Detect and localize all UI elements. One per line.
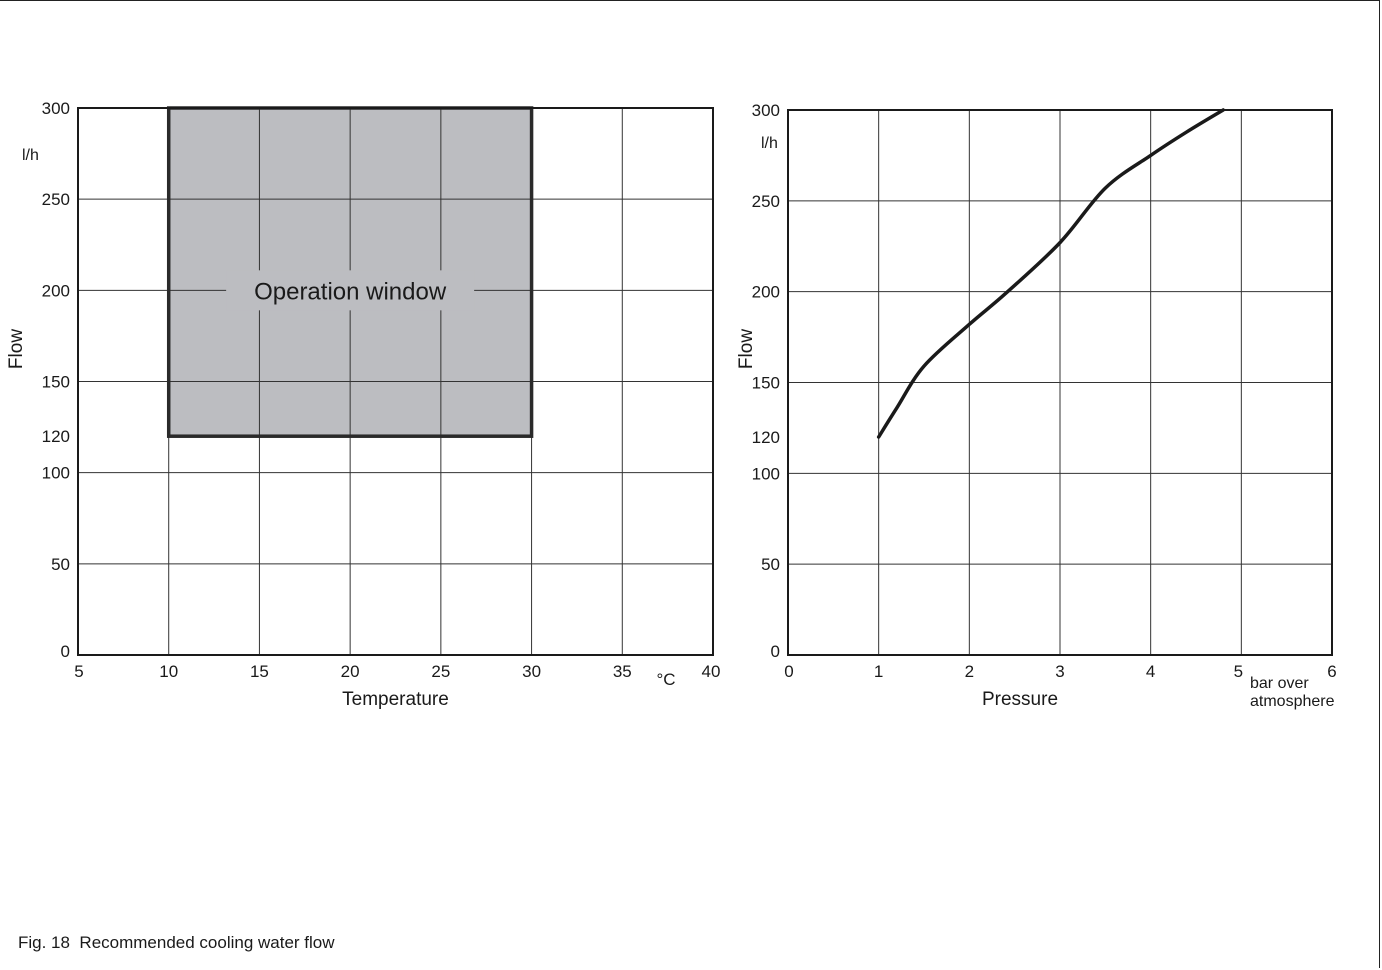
x-tick-label: 2 [965,662,974,681]
x-tick-label: 1 [874,662,883,681]
x-tick-label: 4 [1146,662,1155,681]
y-tick-label: 50 [51,555,70,574]
figure-caption: Fig. 18 Recommended cooling water flow [18,933,335,952]
x-tick-label: 40 [702,662,721,681]
y-unit-label: l/h [22,147,39,164]
region-label: Operation window [254,278,447,305]
y-tick-label: 250 [42,190,70,209]
x-axis-label: Temperature [342,689,449,710]
left-chart: Operation window 0 50 100 120 150 200 250 300 5 10… [6,99,720,710]
plot-frame [77,107,714,656]
y-tick-label: 0 [771,642,780,661]
y-tick-label: 100 [42,464,70,483]
x-tick-label: 5 [74,662,83,681]
x-tick-label: 15 [250,662,269,681]
y-axis-label: Flow [736,329,757,369]
y-tick-label: 200 [42,281,70,300]
y-tick-label: 100 [752,464,780,483]
y-axis-label: Flow [6,329,27,369]
y-tick-label: 50 [761,555,780,574]
right-chart: 0 50 100 120 150 200 250 300 0 1 2 3 4 5 6 l/h Flow Press… [736,101,1337,710]
x-tick-label: 0 [784,662,793,681]
x-tick-label: 10 [159,662,178,681]
y-tick-label: 120 [752,428,780,447]
x-tick-label: 30 [522,662,541,681]
y-tick-label: 0 [61,642,70,661]
y-tick-label: 250 [752,192,780,211]
y-tick-label: 150 [42,373,70,392]
x-tick-label: 3 [1055,662,1064,681]
x-axis-label: Pressure [982,689,1058,710]
region-label-bg [226,270,475,311]
x-tick-label: 5 [1234,662,1243,681]
x-tick-label: 35 [613,662,632,681]
y-tick-label: 150 [752,374,780,393]
plot-frame [787,109,1333,656]
y-tick-label: 120 [42,427,70,446]
x-tick-label: 20 [341,662,360,681]
y-tick-label: 300 [42,99,70,118]
flow-pressure-curve [876,108,1225,439]
y-unit-label: l/h [761,135,778,152]
x-tick-label: 6 [1327,662,1336,681]
y-tick-label: 200 [752,283,780,302]
x-unit-label: bar over atmosphere [1250,675,1335,710]
x-tick-label: 25 [431,662,450,681]
y-tick-label: 300 [752,101,780,120]
x-unit-label: °C [656,670,675,689]
